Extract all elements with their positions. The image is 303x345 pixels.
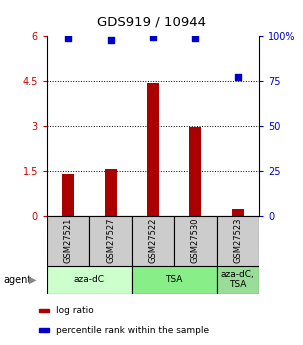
Text: GSM27527: GSM27527 — [106, 218, 115, 263]
Bar — [174, 216, 217, 266]
Text: aza-dC,
TSA: aza-dC, TSA — [221, 270, 255, 289]
Text: ▶: ▶ — [29, 275, 36, 285]
Point — [151, 34, 155, 40]
Bar — [39, 328, 49, 332]
Text: GSM27530: GSM27530 — [191, 218, 200, 263]
Text: GSM27522: GSM27522 — [148, 218, 158, 263]
Point — [235, 75, 240, 80]
Bar — [217, 216, 259, 266]
Bar — [132, 266, 217, 294]
Bar — [132, 216, 174, 266]
Bar — [147, 82, 159, 216]
Text: log ratio: log ratio — [56, 306, 94, 315]
Bar — [105, 169, 117, 216]
Bar — [189, 127, 201, 216]
Bar — [47, 216, 89, 266]
Text: TSA: TSA — [165, 275, 183, 284]
Bar — [39, 309, 49, 312]
Text: agent: agent — [3, 275, 31, 285]
Text: percentile rank within the sample: percentile rank within the sample — [56, 326, 209, 335]
Bar — [47, 266, 132, 294]
Text: GSM27523: GSM27523 — [233, 218, 242, 263]
Point — [193, 35, 198, 41]
Point — [66, 35, 71, 41]
Bar — [62, 174, 74, 216]
Bar — [232, 209, 244, 216]
Text: GSM27521: GSM27521 — [64, 218, 73, 263]
Bar — [89, 216, 132, 266]
Text: GDS919 / 10944: GDS919 / 10944 — [97, 16, 206, 29]
Bar — [217, 266, 259, 294]
Text: aza-dC: aza-dC — [74, 275, 105, 284]
Point — [108, 37, 113, 42]
